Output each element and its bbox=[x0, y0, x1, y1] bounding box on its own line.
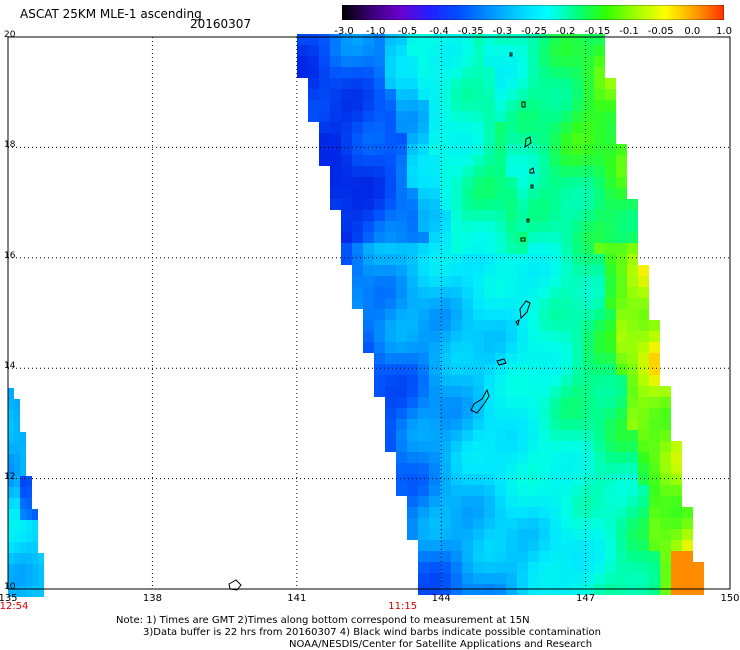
longitude-label: 144 bbox=[431, 593, 451, 604]
coastline-islet-sw bbox=[228, 579, 242, 591]
latitude-label: 20 bbox=[4, 30, 16, 40]
colorbar-tick-label: -3.0 bbox=[334, 26, 354, 37]
latitude-label: 14 bbox=[4, 361, 16, 372]
note-line-2: 3)Data buffer is 22 hrs from 20160307 4)… bbox=[143, 627, 601, 638]
longitude-label: 141 bbox=[287, 593, 307, 604]
coastline-pagan bbox=[524, 136, 532, 149]
latitude-label: 16 bbox=[4, 250, 16, 261]
swath-left bbox=[8, 388, 44, 597]
time-label: 11:15 bbox=[388, 601, 418, 612]
coastline-tinian bbox=[515, 318, 520, 327]
colorbar bbox=[342, 5, 724, 20]
coastline-farallon bbox=[509, 52, 513, 57]
coastline-sarigan bbox=[526, 218, 530, 223]
coastline-guguan bbox=[530, 184, 534, 189]
latitude-label: 18 bbox=[4, 140, 16, 151]
colorbar-tick-label: -0.5 bbox=[397, 26, 418, 37]
coastline-alamagan bbox=[529, 167, 535, 174]
longitude-label: 135 bbox=[0, 593, 18, 604]
plot-frame bbox=[7, 36, 731, 590]
longitude-label: 147 bbox=[576, 593, 596, 604]
map-title: ASCAT 25KM MLE-1 ascending bbox=[20, 7, 202, 21]
colorbar-tick-label: -0.4 bbox=[429, 26, 449, 37]
note-line-1: Note: 1) Times are GMT 2)Times along bot… bbox=[116, 615, 530, 626]
colorbar-tick-label: -0.2 bbox=[555, 26, 576, 37]
coastline-rota bbox=[496, 358, 507, 366]
colorbar-tick-label: 0.0 bbox=[684, 26, 701, 37]
map-date: 20160307 bbox=[190, 17, 252, 31]
time-label: 12:54 bbox=[0, 601, 29, 612]
colorbar-tick-label: 1.0 bbox=[716, 26, 732, 37]
coastline-anatahan bbox=[520, 237, 526, 242]
coastline-saipan bbox=[519, 300, 531, 320]
colorbar-tick-label: -0.1 bbox=[619, 26, 639, 37]
coastline-agrihan bbox=[521, 101, 526, 108]
latitude-label: 10 bbox=[4, 582, 16, 592]
coastlines bbox=[228, 52, 535, 591]
colorbar-tick-label: -0.25 bbox=[521, 26, 547, 37]
note-line-3: NOAA/NESDIS/Center for Satellite Applica… bbox=[289, 639, 593, 650]
colorbar-tick-label: -1.0 bbox=[365, 26, 386, 37]
colorbar-tick-label: -0.35 bbox=[457, 26, 484, 37]
colorbar-tick-label: -0.05 bbox=[647, 26, 674, 37]
colorbar-tick-label: -0.15 bbox=[584, 26, 611, 37]
lat-lon-grid bbox=[8, 37, 730, 589]
colorbar-tick-label: -0.3 bbox=[492, 26, 513, 37]
longitude-label: 138 bbox=[142, 593, 162, 604]
coastline-guam bbox=[470, 388, 490, 414]
longitude-label: 150 bbox=[720, 593, 740, 604]
latitude-label: 12 bbox=[4, 471, 16, 482]
swath-right bbox=[297, 34, 704, 595]
